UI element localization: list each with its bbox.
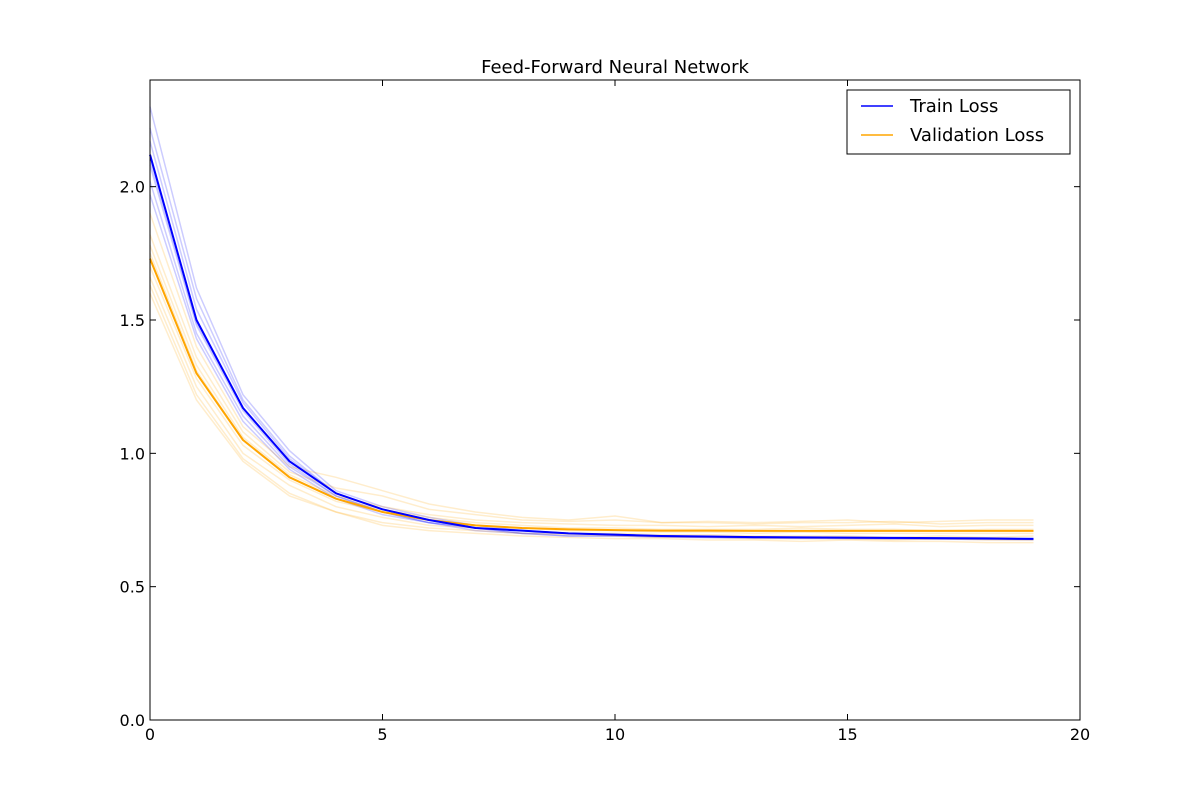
train-run-line-6 (149, 194, 1034, 541)
y-tick-label: 2.0 (120, 178, 145, 197)
x-tick-label: 10 (605, 725, 625, 744)
y-tick-label: 0.5 (120, 578, 145, 597)
legend: Train Loss Validation Loss (846, 89, 1071, 155)
x-tick-label: 20 (1070, 725, 1090, 744)
x-tick-label: 0 (145, 725, 155, 744)
y-tick-label: 0.0 (120, 711, 145, 730)
validation-run-line-3 (149, 245, 1034, 528)
mean-series-layer (149, 154, 1034, 540)
validation-run-line-1 (149, 213, 1034, 524)
legend-label-validation: Validation Loss (910, 125, 1044, 146)
validation-run-line-2 (149, 234, 1034, 525)
x-tick-label: 15 (837, 725, 857, 744)
validation-run-line-8 (149, 293, 1034, 544)
x-tick-label: 5 (377, 725, 387, 744)
legend-label-train: Train Loss (909, 96, 998, 117)
chart-title: Feed-Forward Neural Network (481, 57, 749, 78)
validation-run-line-7 (149, 285, 1034, 541)
train-loss-line (149, 154, 1034, 540)
axes-layer: 0 5 10 15 20 0.0 0.5 1.0 1.5 2.0 (120, 80, 1090, 744)
y-tick-label: 1.0 (120, 444, 145, 463)
validation-loss-line (149, 258, 1034, 532)
legend-box (846, 89, 1071, 155)
y-tick-label: 1.5 (120, 311, 145, 330)
